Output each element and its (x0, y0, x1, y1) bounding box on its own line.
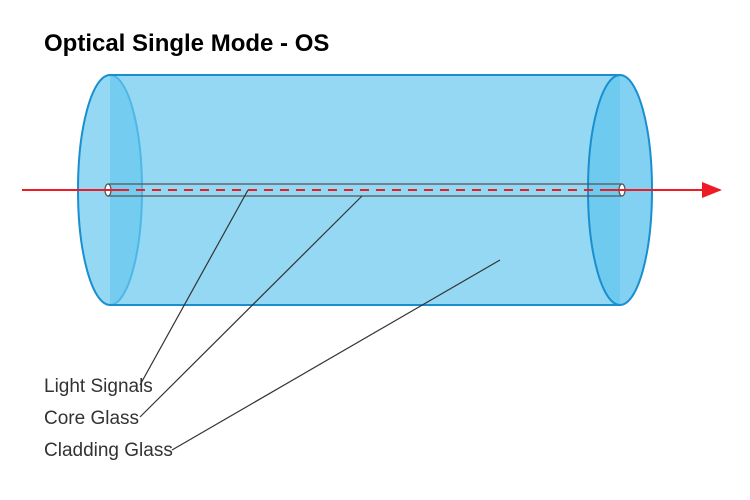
fiber-diagram (0, 0, 750, 500)
